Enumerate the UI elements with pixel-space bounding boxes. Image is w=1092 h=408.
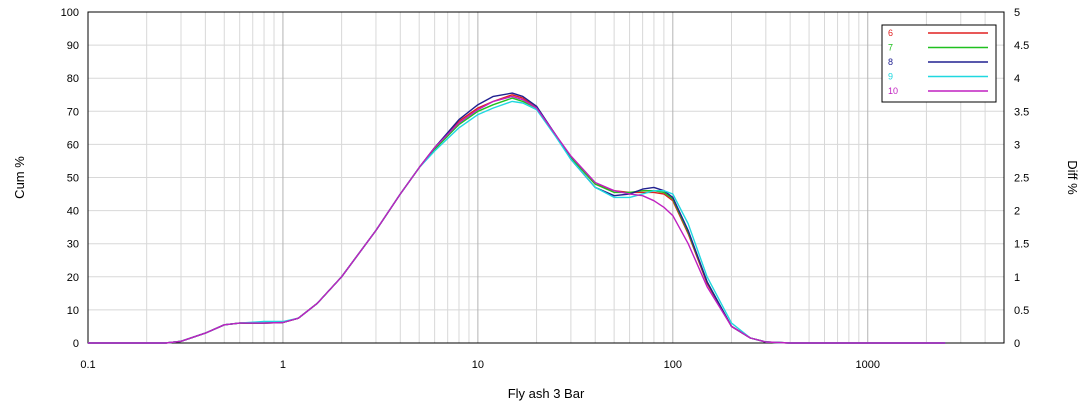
y-tick-label: 40 [67, 206, 79, 218]
y2-tick-label: 3.5 [1014, 106, 1029, 118]
y-tick-label: 60 [67, 139, 79, 151]
x-tick-label: 1000 [856, 359, 880, 371]
y2-tick-label: 1.5 [1014, 239, 1029, 251]
y2-tick-label: 3 [1014, 139, 1020, 151]
legend: 6 7 8 9 10 [881, 24, 997, 103]
y2-tick-labels: 0 0.5 1 1.5 2 2.5 3 3.5 4 4.5 5 [1014, 7, 1029, 350]
y-tick-label: 50 [67, 173, 79, 185]
y-tick-label: 0 [73, 338, 79, 350]
x-tick-labels: 0.1 1 10 100 1000 [80, 359, 880, 371]
series-line-7 [88, 97, 946, 344]
y2-tick-label: 0.5 [1014, 305, 1029, 317]
x-tick-label: 0.1 [80, 359, 95, 371]
y2-tick-label: 1 [1014, 272, 1020, 284]
y2-tick-label: 4.5 [1014, 40, 1029, 52]
series-line-10 [88, 95, 946, 344]
y2-tick-label: 2 [1014, 206, 1020, 218]
series-lines [88, 92, 946, 344]
legend-label: 8 [888, 57, 893, 67]
series-line-9 [88, 100, 946, 344]
y-tick-label: 30 [67, 239, 79, 251]
y-tick-label: 20 [67, 272, 79, 284]
y2-axis-label: Diff % [1065, 160, 1080, 195]
plot-area-frame [87, 11, 1005, 344]
legend-label: 6 [888, 28, 893, 38]
legend-label: 7 [888, 43, 893, 53]
y-axis-label: Cum % [12, 156, 27, 199]
y2-tick-label: 2.5 [1014, 173, 1029, 185]
x-tick-label: 10 [472, 359, 484, 371]
x-tick-label: 1 [280, 359, 286, 371]
series-line-8 [88, 92, 946, 344]
y2-tick-label: 5 [1014, 7, 1020, 19]
x-axis-label: Fly ash 3 Bar [508, 386, 585, 401]
series-line-6 [88, 94, 946, 344]
legend-label: 10 [888, 86, 898, 96]
y-tick-labels: 0 10 20 30 40 50 60 70 80 90 100 [61, 7, 79, 350]
grid-minor-lines [88, 11, 1004, 344]
y-tick-label: 100 [61, 7, 79, 19]
y2-tick-label: 4 [1014, 73, 1020, 85]
y-tick-label: 10 [67, 305, 79, 317]
y-tick-label: 90 [67, 40, 79, 52]
x-tick-label: 100 [664, 359, 682, 371]
y-tick-label: 70 [67, 106, 79, 118]
y2-tick-label: 0 [1014, 338, 1020, 350]
legend-box [881, 24, 997, 103]
y-tick-label: 80 [67, 73, 79, 85]
legend-label: 9 [888, 72, 893, 82]
